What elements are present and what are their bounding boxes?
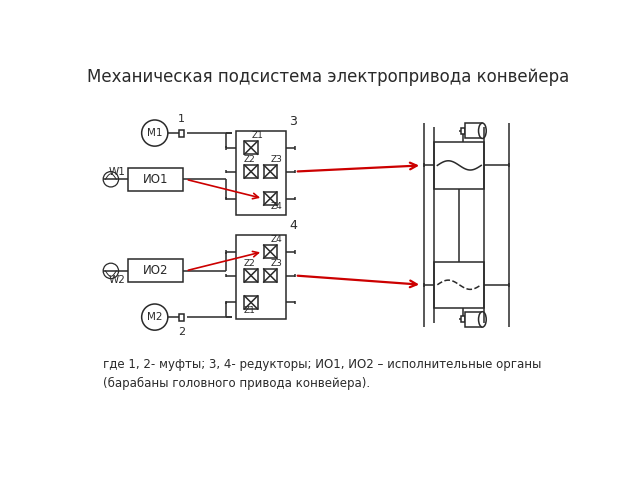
Bar [128,259,183,282]
Text: Z1: Z1 [244,306,255,315]
Bar [244,141,257,154]
Text: Z2: Z2 [244,155,255,164]
Text: Z4: Z4 [271,202,283,211]
Circle shape [141,120,168,146]
Text: ИО1: ИО1 [143,173,168,186]
Text: M1: M1 [147,128,163,138]
Bar [435,142,484,189]
Bar [244,165,257,178]
Text: 1: 1 [178,114,185,124]
Bar [264,165,276,178]
Text: Z4: Z4 [271,235,283,244]
Text: Механическая подсистема электропривода конвейера: Механическая подсистема электропривода к… [87,68,569,86]
Bar [179,130,184,136]
Text: 2: 2 [178,327,185,337]
Text: 4: 4 [289,218,298,232]
Bar [461,316,465,323]
Circle shape [103,171,118,187]
Bar [461,128,465,134]
Text: W2: W2 [109,275,125,285]
Bar [465,312,483,327]
Text: где 1, 2- муфты; 3, 4- редукторы; ИО1, ИО2 – исполнительные органы
(барабаны гол: где 1, 2- муфты; 3, 4- редукторы; ИО1, И… [103,358,541,390]
Bar [264,245,276,258]
Text: Z1: Z1 [252,132,264,140]
Bar [244,269,257,282]
Text: W1: W1 [109,167,125,177]
Ellipse shape [479,123,486,138]
Text: Z2: Z2 [244,259,255,268]
Text: 3: 3 [289,115,298,128]
Circle shape [103,263,118,278]
Bar [264,192,276,205]
Bar [435,262,484,308]
Text: Z3: Z3 [271,259,283,268]
Text: ИО2: ИО2 [143,264,168,277]
Bar [244,296,257,309]
Bar [236,235,285,319]
Text: M2: M2 [147,312,163,322]
Bar [465,123,483,138]
Bar [264,269,276,282]
Text: Z3: Z3 [271,155,283,164]
Bar [128,168,183,191]
Circle shape [141,304,168,330]
Ellipse shape [479,312,486,327]
Bar [179,313,184,321]
Bar [236,131,285,216]
